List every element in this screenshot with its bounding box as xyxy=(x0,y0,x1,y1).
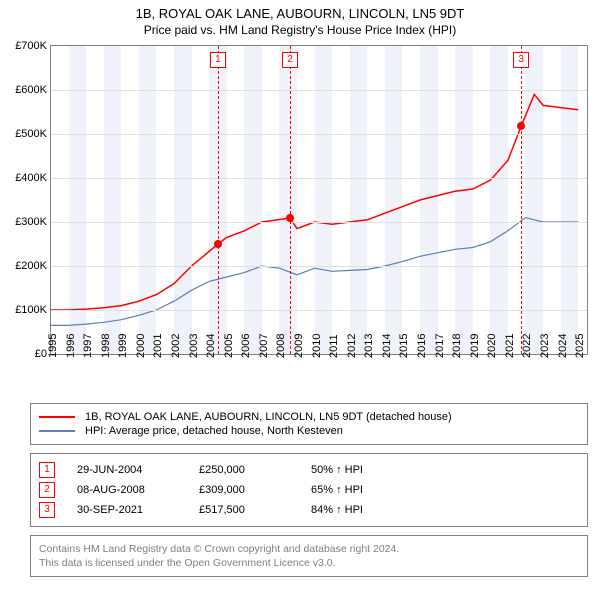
x-tick-label: 2010 xyxy=(311,334,323,358)
event-pct: 65% HPI xyxy=(311,484,363,496)
x-tick-label: 2025 xyxy=(574,334,586,358)
gridline xyxy=(51,90,587,91)
event-badge: 1 xyxy=(39,462,55,478)
x-tick-label: 2021 xyxy=(504,334,516,358)
event-vline xyxy=(521,46,522,354)
event-date: 30-SEP-2021 xyxy=(77,504,177,516)
y-tick-label: £200K xyxy=(15,260,51,272)
x-tick-label: 2020 xyxy=(486,334,498,358)
event-price: £517,500 xyxy=(199,504,289,516)
event-point xyxy=(286,214,294,222)
x-tick-label: 2002 xyxy=(170,334,182,358)
up-arrow-icon xyxy=(336,504,342,516)
event-badge: 3 xyxy=(39,502,55,518)
gridline xyxy=(51,266,587,267)
x-tick-label: 2016 xyxy=(416,334,428,358)
footer-line: This data is licensed under the Open Gov… xyxy=(39,556,579,570)
event-point xyxy=(517,122,525,130)
y-tick-label: £300K xyxy=(15,216,51,228)
y-tick-label: £100K xyxy=(15,304,51,316)
x-tick-label: 2023 xyxy=(539,334,551,358)
event-date: 08-AUG-2008 xyxy=(77,484,177,496)
x-tick-label: 2009 xyxy=(293,334,305,358)
x-tick-label: 1997 xyxy=(82,334,94,358)
x-tick-label: 2019 xyxy=(469,334,481,358)
event-price: £309,000 xyxy=(199,484,289,496)
x-tick-label: 1999 xyxy=(117,334,129,358)
event-point xyxy=(214,240,222,248)
x-tick-label: 2007 xyxy=(258,334,270,358)
event-badge: 2 xyxy=(39,482,55,498)
chart-lines xyxy=(51,46,587,354)
legend-swatch xyxy=(39,430,75,432)
chart-subtitle: Price paid vs. HM Land Registry's House … xyxy=(0,23,600,37)
x-tick-label: 2018 xyxy=(451,334,463,358)
y-tick-label: £400K xyxy=(15,172,51,184)
gridline xyxy=(51,134,587,135)
up-arrow-icon xyxy=(336,484,342,496)
legend-swatch xyxy=(39,416,75,418)
event-marker-badge: 2 xyxy=(282,52,298,68)
titles: 1B, ROYAL OAK LANE, AUBOURN, LINCOLN, LN… xyxy=(0,0,600,37)
event-row: 2 08-AUG-2008 £309,000 65% HPI xyxy=(39,480,579,500)
x-tick-label: 2000 xyxy=(135,334,147,358)
y-tick-label: £600K xyxy=(15,84,51,96)
x-tick-label: 2004 xyxy=(205,334,217,358)
event-marker-badge: 1 xyxy=(210,52,226,68)
legend: 1B, ROYAL OAK LANE, AUBOURN, LINCOLN, LN… xyxy=(30,403,588,445)
up-arrow-icon xyxy=(336,464,342,476)
chart-container: 1B, ROYAL OAK LANE, AUBOURN, LINCOLN, LN… xyxy=(0,0,600,577)
x-tick-label: 2014 xyxy=(381,334,393,358)
x-tick-label: 1998 xyxy=(100,334,112,358)
event-row: 1 29-JUN-2004 £250,000 50% HPI xyxy=(39,460,579,480)
x-tick-label: 2024 xyxy=(557,334,569,358)
x-tick-label: 1996 xyxy=(65,334,77,358)
series-line xyxy=(51,94,578,310)
x-tick-label: 2012 xyxy=(346,334,358,358)
x-tick-label: 2017 xyxy=(434,334,446,358)
x-tick-label: 2022 xyxy=(521,334,533,358)
x-tick-label: 2011 xyxy=(328,334,340,358)
chart-title: 1B, ROYAL OAK LANE, AUBOURN, LINCOLN, LN… xyxy=(0,6,600,21)
gridline xyxy=(51,310,587,311)
event-pct: 50% HPI xyxy=(311,464,363,476)
legend-label: 1B, ROYAL OAK LANE, AUBOURN, LINCOLN, LN… xyxy=(85,411,452,423)
event-date: 29-JUN-2004 xyxy=(77,464,177,476)
x-tick-label: 2001 xyxy=(152,334,164,358)
x-tick-label: 2006 xyxy=(240,334,252,358)
legend-item: 1B, ROYAL OAK LANE, AUBOURN, LINCOLN, LN… xyxy=(39,410,579,424)
event-vline xyxy=(290,46,291,354)
legend-item: HPI: Average price, detached house, Nort… xyxy=(39,424,579,438)
gridline xyxy=(51,178,587,179)
footer-line: Contains HM Land Registry data © Crown c… xyxy=(39,542,579,556)
x-tick-label: 2015 xyxy=(398,334,410,358)
y-tick-label: £700K xyxy=(15,40,51,52)
events-table: 1 29-JUN-2004 £250,000 50% HPI 2 08-AUG-2008 £… xyxy=(30,453,588,527)
event-row: 3 30-SEP-2021 £517,500 84% HPI xyxy=(39,500,579,520)
event-price: £250,000 xyxy=(199,464,289,476)
x-tick-label: 2013 xyxy=(363,334,375,358)
x-tick-label: 1995 xyxy=(47,334,59,358)
x-tick-label: 2005 xyxy=(223,334,235,358)
gridline xyxy=(51,222,587,223)
legend-label: HPI: Average price, detached house, Nort… xyxy=(85,425,343,437)
x-tick-label: 2003 xyxy=(188,334,200,358)
plot-area: £0£100K£200K£300K£400K£500K£600K£700K199… xyxy=(50,45,588,355)
event-pct: 84% HPI xyxy=(311,504,363,516)
x-tick-label: 2008 xyxy=(275,334,287,358)
event-vline xyxy=(218,46,219,354)
y-tick-label: £500K xyxy=(15,128,51,140)
attribution-footer: Contains HM Land Registry data © Crown c… xyxy=(30,535,588,577)
event-marker-badge: 3 xyxy=(513,52,529,68)
